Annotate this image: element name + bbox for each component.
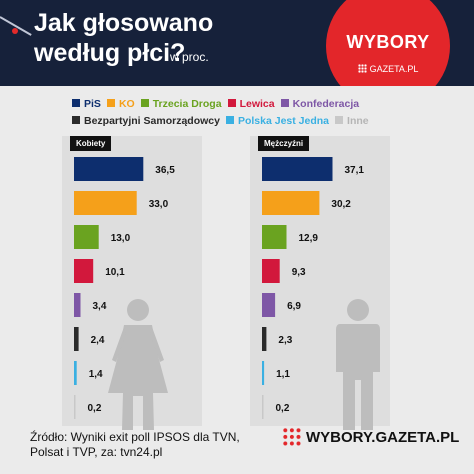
legend-label: Konfederacja xyxy=(292,98,360,110)
bar-kobiety xyxy=(74,395,76,419)
legend-item: Bezpartyjni Samorządowcy xyxy=(72,113,220,130)
bar-mezczyzni xyxy=(262,259,280,283)
badge-sub-text: GAZETA.PL xyxy=(369,64,419,74)
dots-grid-icon xyxy=(282,427,302,447)
footer-logo: WYBORY.GAZETA.PL xyxy=(282,426,459,448)
header-banner: Jak głosowano według płci? w proc. WYBOR… xyxy=(0,0,474,86)
bar-value-label: 9,3 xyxy=(292,267,306,278)
bar-value-label: 6,9 xyxy=(287,301,301,312)
badge-subtitle: GAZETA.PL xyxy=(326,64,450,74)
woman-silhouette-icon xyxy=(108,299,168,430)
bar-mezczyzni xyxy=(262,293,276,317)
bar-value-label: 13,0 xyxy=(111,233,131,244)
legend-swatch xyxy=(225,116,234,124)
bar-mezczyzni xyxy=(262,225,287,249)
legend-swatch xyxy=(335,116,344,124)
legend-swatch xyxy=(140,99,149,107)
bar-value-label: 1,4 xyxy=(89,369,103,380)
legend-label: Polska Jest Jedna xyxy=(237,115,330,127)
legend-label: Trzecia Droga xyxy=(152,98,222,110)
title-line-2: według płci? xyxy=(34,39,186,67)
legend-label: Bezpartyjni Samorządowcy xyxy=(84,115,220,127)
legend-item: Inne xyxy=(335,113,369,130)
legend-item: KO xyxy=(106,96,135,113)
bar-value-label: 37,1 xyxy=(345,165,365,176)
legend-label: Lewica xyxy=(239,98,275,110)
bar-value-label: 33,0 xyxy=(149,199,169,210)
bar-kobiety xyxy=(74,225,99,249)
bar-kobiety xyxy=(74,191,137,215)
title-line-1: Jak głosowano xyxy=(34,9,214,37)
bar-kobiety xyxy=(74,157,144,181)
legend-item: Trzecia Droga xyxy=(140,96,222,113)
bar-kobiety xyxy=(74,293,81,317)
footer-logo-text: WYBORY.GAZETA.PL xyxy=(306,428,460,446)
legend-swatch xyxy=(227,99,236,107)
legend-item: Polska Jest Jedna xyxy=(225,113,330,130)
legend-swatch xyxy=(72,99,80,107)
badge-title: WYBORY xyxy=(346,32,430,52)
legend-label: Inne xyxy=(347,115,369,127)
legend-item: Konfederacja xyxy=(280,96,360,113)
bar-value-label: 2,3 xyxy=(278,335,292,346)
bar-mezczyzni xyxy=(262,327,267,351)
legend-swatch xyxy=(72,116,80,124)
series-label-kobiety: Kobiety xyxy=(70,136,112,151)
legend-item: PiS xyxy=(72,96,101,113)
legend-label: KO xyxy=(118,98,135,110)
bar-mezczyzni xyxy=(262,361,265,385)
chart-title: Jak głosowano według płci? xyxy=(34,8,213,68)
legend-item: Lewica xyxy=(227,96,275,113)
bar-value-label: 12,9 xyxy=(299,233,319,244)
dots-grid-icon xyxy=(357,64,367,73)
bar-mezczyzni xyxy=(262,395,264,419)
source-line-1: Źródło: Wyniki exit poll IPSOS dla TVN, xyxy=(30,430,240,444)
legend-swatch xyxy=(280,99,289,107)
bar-value-label: 0,2 xyxy=(276,403,290,414)
bar-mezczyzni xyxy=(262,157,333,181)
bar-mezczyzni xyxy=(262,191,320,215)
bar-value-label: 0,2 xyxy=(88,403,102,414)
series-label-mezczyzni: Mężczyźni xyxy=(258,136,310,151)
source-line-2: Polsat i TVP, za: tvn24.pl xyxy=(30,445,163,459)
unit-subtitle: w proc. xyxy=(170,50,209,64)
decorative-dot xyxy=(12,28,18,34)
bar-kobiety xyxy=(74,361,77,385)
bar-kobiety xyxy=(74,327,79,351)
bar-value-label: 10,1 xyxy=(105,267,125,278)
bar-value-label: 2,4 xyxy=(91,335,105,346)
bar-value-label: 1,1 xyxy=(276,369,290,380)
legend-swatch xyxy=(106,99,115,107)
bar-value-label: 3,4 xyxy=(93,301,107,312)
man-silhouette-icon xyxy=(336,299,380,430)
bar-value-label: 36,5 xyxy=(155,165,175,176)
chart-legend: PiS KO Trzecia Droga Lewica Konfederacja Bezp… xyxy=(72,96,462,130)
source-note: Źródło: Wyniki exit poll IPSOS dla TVN, … xyxy=(30,430,240,460)
legend-label: PiS xyxy=(84,98,101,110)
wybory-badge-logo: WYBORY GAZETA.PL xyxy=(326,0,450,86)
bar-value-label: 30,2 xyxy=(331,199,351,210)
bar-kobiety xyxy=(74,259,94,283)
